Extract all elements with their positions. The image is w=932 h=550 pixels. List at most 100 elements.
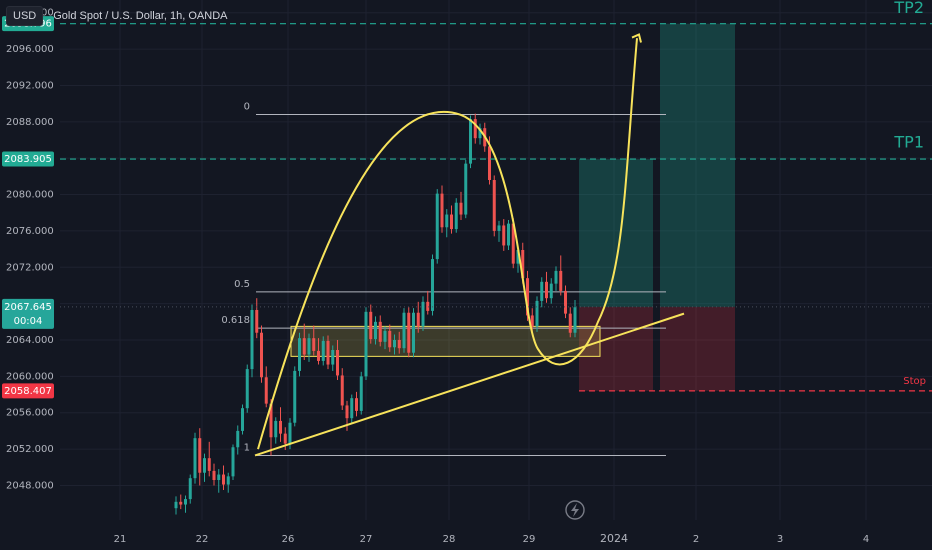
candle-body bbox=[464, 163, 468, 215]
candle-body bbox=[369, 311, 373, 340]
candle-body bbox=[241, 408, 244, 431]
y-axis-tick-label: 2088.000 bbox=[6, 117, 54, 128]
x-axis-tick-label: 29 bbox=[523, 534, 536, 545]
ascending-trendline bbox=[254, 312, 685, 457]
candle-body bbox=[355, 398, 358, 411]
candle-body bbox=[274, 420, 278, 438]
candle-body bbox=[207, 458, 211, 471]
candle-body bbox=[364, 311, 368, 377]
stop-price-tag-bg bbox=[2, 383, 54, 399]
candle-body bbox=[198, 438, 202, 473]
bar-countdown: 00:04 bbox=[14, 316, 43, 327]
y-axis-tick-label: 2072.000 bbox=[6, 262, 54, 273]
chart-header: USD Gold Spot / U.S. Dollar, 1h, OANDA bbox=[0, 0, 227, 32]
x-axis-tick-label: 3 bbox=[777, 534, 783, 545]
candle-body bbox=[331, 350, 335, 365]
stop-label: Stop bbox=[903, 376, 926, 387]
candle-body bbox=[321, 340, 325, 361]
candle-body bbox=[469, 119, 472, 164]
candle-body bbox=[450, 214, 453, 230]
fib-level-label: 0.618 bbox=[221, 315, 250, 326]
candle-body bbox=[269, 403, 273, 438]
candle-body bbox=[350, 398, 354, 419]
candle-body bbox=[302, 338, 306, 355]
tp1-label: TP1 bbox=[893, 133, 924, 152]
candle-body bbox=[540, 281, 544, 301]
x-axis-tick-label: 2 bbox=[693, 534, 699, 545]
candle-body bbox=[573, 307, 577, 333]
candle-body bbox=[564, 290, 567, 314]
candle-body bbox=[374, 321, 377, 340]
x-axis-tick-label: 2024 bbox=[600, 532, 628, 545]
candle-body bbox=[412, 312, 415, 353]
candle-body bbox=[307, 338, 311, 355]
candle-body bbox=[188, 478, 192, 500]
candle-body bbox=[174, 501, 178, 509]
candle-body bbox=[516, 250, 520, 264]
candle-body bbox=[445, 214, 449, 228]
candle-body bbox=[502, 225, 506, 246]
candle-body bbox=[217, 474, 221, 480]
candle-body bbox=[459, 202, 463, 215]
candle-body bbox=[340, 375, 344, 406]
fib-level-label: 0.5 bbox=[234, 279, 250, 290]
bolt-icon[interactable] bbox=[565, 500, 585, 520]
y-axis-tick-label: 2056.000 bbox=[6, 408, 54, 419]
candle-body bbox=[435, 193, 439, 260]
fib-level-label: 0 bbox=[244, 102, 250, 113]
x-axis-tick-label: 22 bbox=[196, 534, 209, 545]
candle-body bbox=[317, 350, 320, 361]
candle-body bbox=[440, 193, 444, 228]
stop-price-tag: 2058.407 bbox=[4, 386, 52, 397]
candle-body bbox=[222, 474, 225, 485]
y-axis-tick-label: 2052.000 bbox=[6, 444, 54, 455]
candle-body bbox=[388, 330, 392, 348]
candle-body bbox=[298, 338, 301, 371]
candle-body bbox=[179, 501, 183, 505]
candle-body bbox=[279, 420, 282, 434]
candle-body bbox=[521, 250, 525, 279]
candle-body bbox=[260, 332, 263, 378]
x-axis-tick-label: 28 bbox=[443, 534, 456, 545]
candle-body bbox=[568, 313, 572, 333]
tp1-price-tag: 2083.905 bbox=[4, 154, 52, 165]
stop-loss-zone-2 bbox=[660, 306, 735, 391]
projection-curve bbox=[257, 38, 638, 450]
y-axis-tick-label: 2048.000 bbox=[6, 480, 54, 491]
candle-body bbox=[336, 350, 339, 376]
candle-body bbox=[497, 225, 501, 231]
tp1-price-tag-bg bbox=[2, 151, 54, 167]
candle-body bbox=[212, 470, 216, 480]
candle-body bbox=[478, 128, 482, 139]
y-axis-tick-label: 2096.000 bbox=[6, 44, 54, 55]
current-price-tag: 2067.645 bbox=[4, 302, 52, 313]
tp2-label: TP2 bbox=[893, 0, 924, 17]
candle-body bbox=[250, 310, 254, 370]
candle-body bbox=[184, 499, 187, 505]
candle-body bbox=[545, 281, 548, 299]
candle-body bbox=[530, 315, 534, 327]
candle-body bbox=[431, 259, 434, 311]
stop-loss-zone-1 bbox=[579, 306, 653, 391]
candle-body bbox=[554, 270, 558, 284]
candle-body bbox=[393, 340, 396, 348]
take-profit-zone-2 bbox=[660, 23, 735, 307]
fib-level-label: 1 bbox=[244, 442, 250, 453]
x-axis-tick-label: 21 bbox=[114, 534, 127, 545]
candle-body bbox=[312, 338, 316, 351]
candle-body bbox=[283, 433, 287, 444]
candle-body bbox=[559, 270, 563, 291]
candle-body bbox=[378, 321, 382, 342]
candle-body bbox=[264, 377, 268, 404]
y-axis-tick-label: 2092.000 bbox=[6, 80, 54, 91]
y-axis-tick-label: 2064.000 bbox=[6, 335, 54, 346]
candle-body bbox=[402, 312, 406, 349]
currency-button[interactable]: USD bbox=[6, 6, 44, 26]
candle-body bbox=[288, 422, 292, 444]
candle-body bbox=[426, 301, 430, 311]
candle-body bbox=[549, 283, 553, 299]
candle-body bbox=[407, 312, 411, 353]
candle-body bbox=[397, 340, 401, 349]
